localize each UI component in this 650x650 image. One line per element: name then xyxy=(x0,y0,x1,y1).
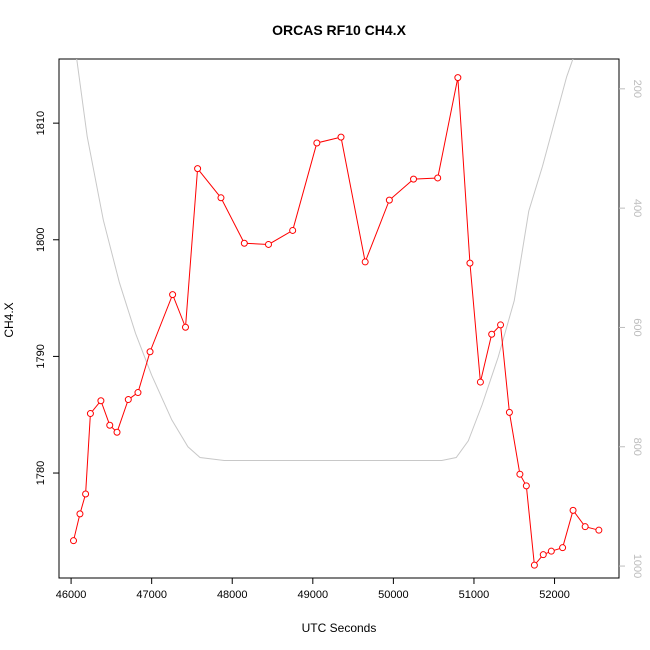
y-tick-label: 1790 xyxy=(35,344,47,368)
data-point xyxy=(516,470,524,478)
y-axis-right: 200 400 600 800 1000 xyxy=(619,80,643,578)
data-point xyxy=(530,561,538,569)
data-point xyxy=(240,239,248,247)
data-point xyxy=(410,175,418,183)
data-point xyxy=(264,240,272,248)
series-line-1 xyxy=(76,59,574,461)
data-point xyxy=(569,506,577,514)
chart-title: ORCAS RF10 CH4.X xyxy=(272,22,406,38)
data-point xyxy=(134,389,142,397)
data-point xyxy=(454,74,462,82)
data-point xyxy=(106,421,114,429)
y-right-tick-label: 800 xyxy=(631,438,643,456)
data-point xyxy=(217,194,225,202)
y-tick-label: 1800 xyxy=(35,228,47,252)
data-point xyxy=(497,321,505,329)
series-line-0 xyxy=(73,77,599,567)
y-tick-label: 1810 xyxy=(35,111,47,135)
data-point xyxy=(539,551,547,559)
data-point xyxy=(595,526,603,534)
data-point xyxy=(581,523,589,531)
data-point xyxy=(337,133,345,141)
data-point xyxy=(361,258,369,266)
data-point xyxy=(488,330,496,338)
data-point xyxy=(313,139,321,147)
data-point xyxy=(522,482,530,490)
x-tick-label: 46000 xyxy=(56,589,87,601)
data-point xyxy=(182,323,190,331)
data-point xyxy=(146,348,154,356)
plot-frame xyxy=(58,58,620,579)
data-point xyxy=(124,396,132,404)
data-point xyxy=(385,196,393,204)
data-point xyxy=(476,378,484,386)
x-tick-label: 48000 xyxy=(217,589,248,601)
x-tick-label: 51000 xyxy=(459,589,490,601)
data-point xyxy=(559,544,567,552)
x-tick-label: 52000 xyxy=(539,589,570,601)
y-tick-label: 1780 xyxy=(35,461,47,485)
x-tick-label: 49000 xyxy=(298,589,329,601)
data-point xyxy=(194,165,202,173)
data-point xyxy=(289,226,297,234)
data-point xyxy=(113,428,121,436)
data-point xyxy=(505,408,513,416)
y-right-tick-label: 400 xyxy=(631,199,643,217)
data-point xyxy=(466,259,474,267)
data-point xyxy=(86,410,94,418)
x-axis-label: UTC Seconds xyxy=(302,621,377,635)
x-axis: 46000 47000 48000 49000 50000 51000 52000 xyxy=(56,578,570,601)
data-point xyxy=(70,537,78,545)
y-axis-label: CH4.X xyxy=(2,302,16,337)
data-point xyxy=(82,490,90,498)
data-point xyxy=(434,174,442,182)
x-tick-label: 50000 xyxy=(378,589,409,601)
y-axis-left: 1780 1790 1800 1810 xyxy=(35,111,59,485)
y-right-tick-label: 600 xyxy=(631,318,643,336)
data-point xyxy=(169,291,177,299)
data-point xyxy=(547,547,555,555)
y-right-tick-label: 1000 xyxy=(631,554,643,578)
y-right-tick-label: 200 xyxy=(631,80,643,98)
series-layer xyxy=(70,59,603,569)
x-tick-label: 47000 xyxy=(136,589,167,601)
data-point xyxy=(76,510,84,518)
data-point xyxy=(97,397,105,405)
